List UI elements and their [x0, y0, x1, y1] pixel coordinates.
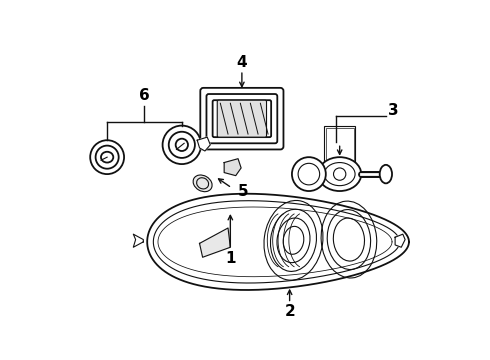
FancyBboxPatch shape [213, 100, 271, 137]
FancyBboxPatch shape [200, 88, 283, 149]
Text: 4: 4 [237, 55, 247, 70]
Ellipse shape [176, 139, 188, 151]
Ellipse shape [380, 165, 392, 183]
FancyBboxPatch shape [217, 100, 267, 137]
Ellipse shape [163, 126, 201, 164]
Ellipse shape [96, 145, 119, 169]
Text: 2: 2 [284, 303, 295, 319]
Polygon shape [199, 228, 230, 257]
Polygon shape [133, 234, 143, 247]
Text: 6: 6 [139, 88, 149, 103]
Polygon shape [224, 159, 241, 176]
Ellipse shape [169, 132, 195, 158]
Ellipse shape [292, 157, 326, 191]
Polygon shape [197, 137, 210, 151]
Text: 3: 3 [388, 103, 399, 118]
Ellipse shape [90, 140, 124, 174]
Bar [324, 126, 355, 169]
Polygon shape [395, 234, 405, 247]
Ellipse shape [318, 157, 361, 191]
Text: 5: 5 [238, 184, 249, 198]
Text: 1: 1 [225, 251, 236, 266]
Ellipse shape [196, 178, 209, 189]
FancyBboxPatch shape [206, 94, 277, 143]
Ellipse shape [101, 152, 113, 163]
Bar [326, 128, 354, 167]
Ellipse shape [193, 175, 212, 192]
